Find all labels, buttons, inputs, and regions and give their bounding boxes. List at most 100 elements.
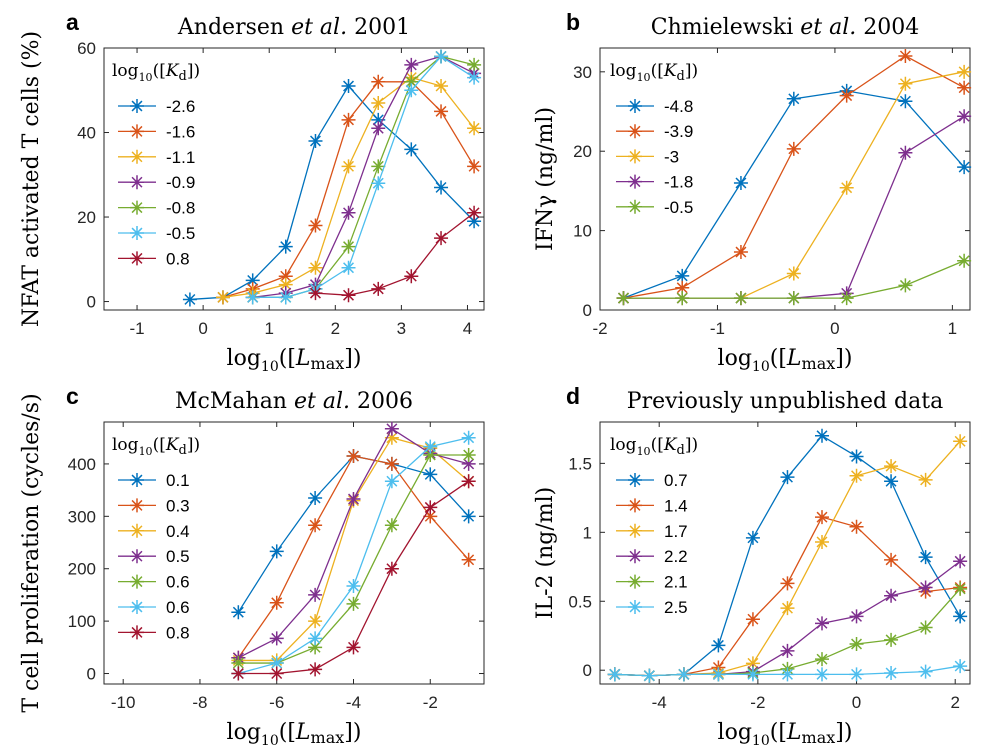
y-tick-label: 1 xyxy=(583,523,592,542)
legend-label: 0.7 xyxy=(664,471,688,490)
data-point xyxy=(269,666,284,681)
legend-marker xyxy=(130,226,144,240)
legend-entry: 0.1 xyxy=(118,471,190,490)
series-1 xyxy=(182,79,482,307)
legend-marker xyxy=(130,175,144,190)
legend-label: 0.6 xyxy=(166,573,190,592)
data-point xyxy=(434,180,449,195)
data-point xyxy=(215,290,230,305)
data-point xyxy=(849,468,864,483)
series-4 xyxy=(245,49,482,305)
legend-entry: -3.9 xyxy=(616,122,693,141)
x-axis-label: log10([Lmax]) xyxy=(227,346,362,375)
data-point xyxy=(467,159,482,174)
data-point xyxy=(745,612,760,627)
legend-label: -4.8 xyxy=(664,97,693,116)
data-point xyxy=(423,439,438,454)
data-point xyxy=(676,667,691,682)
series-6 xyxy=(245,49,482,305)
data-point xyxy=(278,290,293,305)
y-tick-label: 1.5 xyxy=(568,454,592,473)
x-tick-label: -2 xyxy=(750,693,765,712)
legend-entry: -2.6 xyxy=(118,97,195,116)
legend-entry: -4.8 xyxy=(616,97,693,116)
y-tick-label: 0 xyxy=(87,665,96,684)
data-point xyxy=(341,205,356,220)
x-tick-label: 1 xyxy=(264,319,273,338)
legend-entry: -0.5 xyxy=(616,198,693,217)
legend-marker xyxy=(130,149,144,164)
y-tick-label: 20 xyxy=(573,142,592,161)
data-point xyxy=(231,666,246,681)
data-point xyxy=(780,667,795,682)
legend-entry: 0.4 xyxy=(118,522,190,541)
data-point xyxy=(839,88,854,103)
legend-entry: -1.8 xyxy=(616,173,693,192)
data-point xyxy=(269,544,284,559)
legend-label: 0.4 xyxy=(166,522,190,541)
data-point xyxy=(815,667,829,682)
data-point xyxy=(423,448,438,463)
data-point xyxy=(341,159,356,174)
data-point xyxy=(231,656,246,671)
data-point xyxy=(346,492,361,507)
data-point xyxy=(404,74,419,89)
data-point xyxy=(434,79,449,94)
data-point xyxy=(849,519,864,534)
legend-marker xyxy=(628,149,642,164)
data-point xyxy=(461,430,476,445)
x-tick-label: 1 xyxy=(948,319,957,338)
legend-label: 2.2 xyxy=(664,547,688,566)
data-point xyxy=(384,456,399,471)
y-tick-label: 40 xyxy=(77,124,96,143)
data-point xyxy=(849,449,864,464)
data-point xyxy=(918,620,933,635)
legend-label: -2.6 xyxy=(166,97,195,116)
legend-label: 0.8 xyxy=(166,623,190,642)
series-line xyxy=(238,427,469,659)
data-point xyxy=(607,667,622,682)
legend-entry: 0.3 xyxy=(118,496,190,515)
data-point xyxy=(384,421,399,436)
data-point xyxy=(957,253,972,268)
data-point xyxy=(346,579,361,594)
series-5 xyxy=(245,49,482,305)
series-2 xyxy=(231,449,476,665)
x-axis-label: log10([Lmax]) xyxy=(227,720,362,746)
series-5 xyxy=(616,253,972,306)
x-tick-label: -4 xyxy=(652,693,667,712)
data-point xyxy=(308,614,323,629)
data-point xyxy=(675,280,690,295)
legend-label: -1.1 xyxy=(166,148,195,167)
x-tick-label: 4 xyxy=(463,319,472,338)
legend-marker xyxy=(130,600,144,614)
legend-marker xyxy=(628,199,642,214)
data-point xyxy=(918,550,933,565)
x-tick-label: 2 xyxy=(331,319,340,338)
data-point xyxy=(898,76,913,91)
data-point xyxy=(815,616,829,631)
y-tick-label: 200 xyxy=(68,560,96,579)
legend-entry: 0.5 xyxy=(118,547,190,566)
data-point xyxy=(675,291,690,306)
data-point xyxy=(371,281,386,296)
data-point xyxy=(404,142,419,157)
data-point xyxy=(733,175,748,190)
data-point xyxy=(245,290,260,305)
data-point xyxy=(815,510,829,525)
data-point xyxy=(884,459,899,474)
data-point xyxy=(898,278,913,293)
legend-label: 1.7 xyxy=(664,522,688,541)
data-point xyxy=(957,160,972,175)
legend-marker xyxy=(130,523,144,538)
legend-entry: 1.4 xyxy=(616,496,688,515)
x-tick-label: -8 xyxy=(192,693,207,712)
data-point xyxy=(884,588,899,603)
data-point xyxy=(815,534,829,549)
series-6 xyxy=(607,659,968,683)
legend-title: log10([Kd]) xyxy=(610,435,698,458)
legend-entry: -3 xyxy=(616,147,679,166)
series-line xyxy=(252,55,475,298)
legend-title: log10([Kd]) xyxy=(112,435,200,458)
